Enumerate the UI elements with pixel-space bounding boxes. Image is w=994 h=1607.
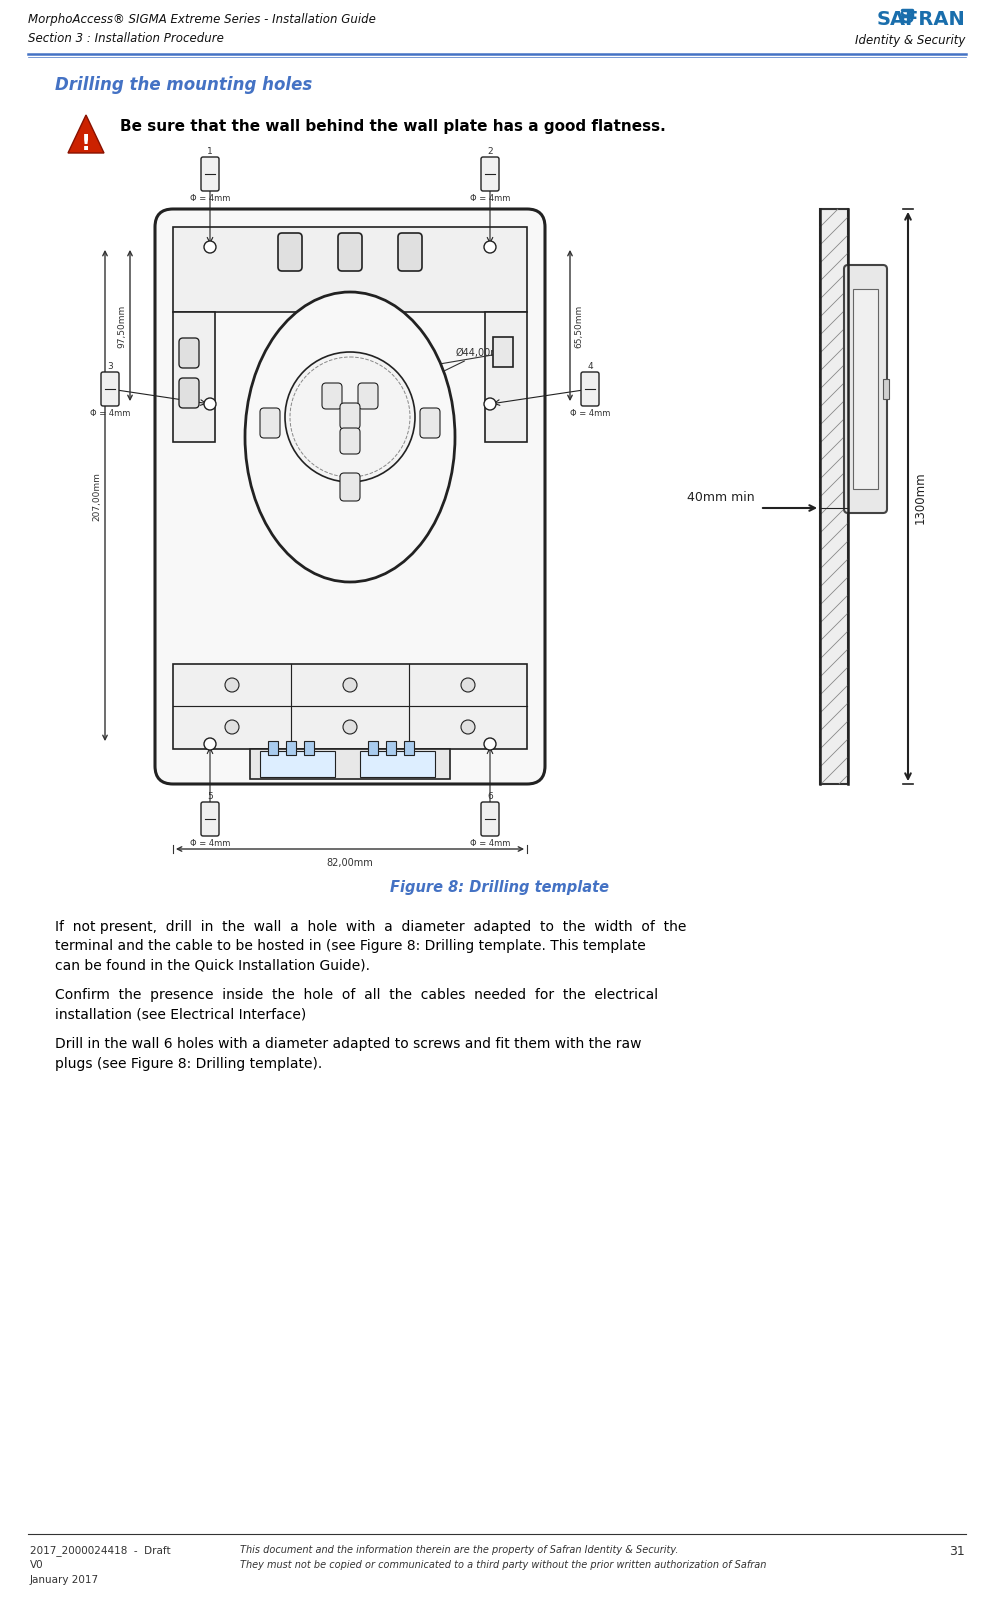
Bar (250, 749, 450, 779)
Text: This document and the information therein are the property of Safran Identity & : This document and the information therei… (240, 1544, 679, 1554)
Bar (173, 313, 215, 442)
Circle shape (204, 739, 216, 750)
Text: If  not present,  drill  in  the  wall  a  hole  with  a  diameter  adapted  to : If not present, drill in the wall a hole… (55, 919, 687, 934)
Text: 6: 6 (487, 792, 493, 800)
Text: 207,00mm: 207,00mm (92, 472, 101, 521)
Bar (173, 228, 527, 313)
Text: can be found in the Quick Installation Guide).: can be found in the Quick Installation G… (55, 958, 370, 972)
Bar (268, 741, 278, 755)
Text: 65,50mm: 65,50mm (574, 305, 583, 347)
FancyBboxPatch shape (338, 235, 362, 272)
Circle shape (343, 678, 357, 693)
Bar (404, 741, 414, 755)
Text: They must not be copied or communicated to a third party without the prior writt: They must not be copied or communicated … (240, 1559, 766, 1568)
FancyBboxPatch shape (481, 157, 499, 191)
FancyBboxPatch shape (420, 408, 440, 439)
Bar (360, 752, 435, 778)
Circle shape (204, 241, 216, 254)
Text: SAFRAN: SAFRAN (877, 10, 965, 29)
Bar (883, 379, 889, 400)
Bar (386, 741, 396, 755)
Text: 4: 4 (587, 362, 592, 371)
Text: terminal and the cable to be hosted in (see Figure 8: Drilling template. This te: terminal and the cable to be hosted in (… (55, 938, 646, 953)
Bar (286, 741, 296, 755)
Text: installation (see Electrical Interface): installation (see Electrical Interface) (55, 1008, 306, 1022)
Circle shape (484, 399, 496, 411)
Text: V0: V0 (30, 1559, 44, 1568)
Bar (820, 211, 848, 784)
FancyBboxPatch shape (340, 429, 360, 455)
Circle shape (285, 354, 415, 482)
Text: 2017_2000024418  -  Draft: 2017_2000024418 - Draft (30, 1544, 171, 1556)
FancyBboxPatch shape (340, 474, 360, 501)
Ellipse shape (245, 292, 455, 583)
Text: 1300mm: 1300mm (914, 471, 927, 524)
FancyBboxPatch shape (179, 339, 199, 368)
Text: plugs (see Figure 8: Drilling template).: plugs (see Figure 8: Drilling template). (55, 1056, 322, 1070)
Circle shape (461, 720, 475, 734)
Text: Φ = 4mm: Φ = 4mm (470, 194, 510, 202)
Text: 40mm min: 40mm min (688, 490, 755, 503)
Text: 5: 5 (207, 792, 213, 800)
FancyBboxPatch shape (179, 379, 199, 408)
Text: Confirm  the  presence  inside  the  hole  of  all  the  cables  needed  for  th: Confirm the presence inside the hole of … (55, 988, 658, 1001)
Polygon shape (68, 116, 104, 154)
FancyBboxPatch shape (322, 384, 342, 410)
Text: Drill in the wall 6 holes with a diameter adapted to screws and fit them with th: Drill in the wall 6 holes with a diamete… (55, 1037, 641, 1051)
FancyBboxPatch shape (581, 373, 599, 407)
Text: Φ = 4mm: Φ = 4mm (570, 408, 610, 418)
FancyBboxPatch shape (155, 211, 545, 784)
Text: 2: 2 (487, 146, 493, 156)
Text: 97,50mm: 97,50mm (117, 305, 126, 347)
Text: Drilling the mounting holes: Drilling the mounting holes (55, 76, 312, 93)
Bar (853, 289, 878, 490)
Text: Φ = 4mm: Φ = 4mm (190, 194, 231, 202)
Circle shape (484, 241, 496, 254)
Circle shape (225, 678, 239, 693)
Circle shape (484, 739, 496, 750)
FancyBboxPatch shape (201, 157, 219, 191)
FancyBboxPatch shape (844, 265, 887, 514)
Circle shape (204, 399, 216, 411)
Circle shape (461, 678, 475, 693)
Text: !: ! (81, 133, 91, 154)
Text: 3: 3 (107, 362, 113, 371)
FancyBboxPatch shape (481, 802, 499, 837)
Text: Φ = 4mm: Φ = 4mm (470, 839, 510, 847)
FancyBboxPatch shape (201, 802, 219, 837)
Text: Be sure that the wall behind the wall plate has a good flatness.: Be sure that the wall behind the wall pl… (120, 119, 666, 133)
Text: Section 3 : Installation Procedure: Section 3 : Installation Procedure (28, 32, 224, 45)
FancyBboxPatch shape (101, 373, 119, 407)
FancyBboxPatch shape (358, 384, 378, 410)
Bar (368, 741, 378, 755)
Circle shape (225, 720, 239, 734)
FancyBboxPatch shape (260, 408, 280, 439)
Circle shape (343, 720, 357, 734)
FancyBboxPatch shape (398, 235, 422, 272)
Text: 31: 31 (949, 1544, 965, 1557)
Text: Φ = 4mm: Φ = 4mm (89, 408, 130, 418)
Bar (485, 313, 527, 442)
Text: 82,00mm: 82,00mm (327, 858, 374, 868)
FancyBboxPatch shape (278, 235, 302, 272)
Text: MorphoAccess® SIGMA Extreme Series - Installation Guide: MorphoAccess® SIGMA Extreme Series - Ins… (28, 13, 376, 26)
Text: Figure 8: Drilling template: Figure 8: Drilling template (391, 879, 609, 895)
Text: 1: 1 (207, 146, 213, 156)
Text: Φ = 4mm: Φ = 4mm (190, 839, 231, 847)
Text: Ø44,00mm: Ø44,00mm (354, 347, 510, 416)
Text: Identity & Security: Identity & Security (855, 34, 965, 47)
FancyBboxPatch shape (340, 403, 360, 429)
Bar (173, 665, 527, 749)
Bar (304, 741, 314, 755)
Text: January 2017: January 2017 (30, 1573, 99, 1585)
Bar (260, 752, 335, 778)
Bar (493, 337, 513, 368)
